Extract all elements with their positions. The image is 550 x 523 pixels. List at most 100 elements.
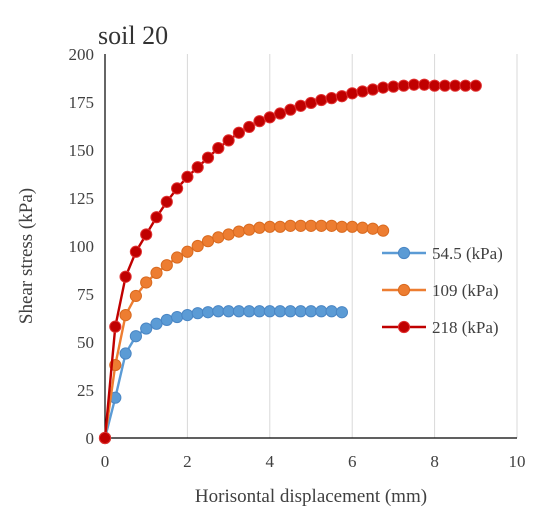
data-point [449, 79, 462, 92]
y-tick-label: 175 [69, 93, 95, 112]
legend-entry: 218 (kPa) [382, 318, 499, 337]
data-point [294, 99, 307, 112]
data-point [150, 317, 163, 330]
x-tick-label: 0 [101, 452, 110, 471]
data-point [191, 307, 204, 320]
data-point [212, 231, 225, 244]
x-tick-label: 2 [183, 452, 192, 471]
data-point [201, 306, 215, 319]
data-point [418, 78, 431, 91]
data-point [253, 115, 266, 128]
data-point [222, 305, 235, 318]
data-point [129, 245, 142, 258]
data-point [181, 170, 194, 183]
data-point [304, 96, 318, 110]
data-point [222, 134, 235, 147]
data-point [140, 228, 153, 241]
data-point [191, 239, 204, 253]
x-tick-label: 8 [430, 452, 439, 471]
y-tick-label: 150 [69, 141, 95, 160]
data-point [377, 81, 390, 94]
data-point [140, 276, 153, 289]
data-point [294, 305, 307, 318]
legend-label: 54.5 (kPa) [432, 244, 503, 263]
data-point [232, 225, 245, 238]
data-point [253, 305, 266, 318]
series-2 [98, 219, 390, 445]
data-point [459, 79, 472, 92]
data-point [325, 305, 338, 318]
x-tick-label: 10 [509, 452, 526, 471]
data-point [201, 235, 215, 248]
data-point [366, 83, 379, 96]
data-point [222, 228, 235, 241]
x-axis-label: Horisontal displacement (mm) [195, 486, 427, 507]
data-point [325, 92, 338, 105]
data-point [150, 211, 163, 224]
data-point [119, 270, 132, 283]
x-tick-label: 6 [348, 452, 357, 471]
data-point [119, 347, 132, 360]
data-point [119, 309, 132, 322]
data-point [377, 224, 390, 237]
legend-label: 109 (kPa) [432, 281, 499, 300]
data-point [109, 320, 122, 333]
series-1 [98, 305, 348, 445]
data-point [243, 120, 256, 134]
data-point [387, 80, 400, 93]
legend-marker [397, 283, 411, 297]
data-point [243, 305, 256, 318]
y-tick-label: 50 [77, 333, 94, 352]
data-point [294, 219, 307, 232]
y-tick-label: 75 [77, 285, 94, 304]
data-point [356, 85, 369, 98]
y-tick-label: 0 [86, 429, 95, 448]
data-point [98, 431, 112, 445]
axes [104, 54, 517, 439]
legend-entry: 54.5 (kPa) [382, 244, 503, 263]
y-tick-label: 200 [69, 45, 95, 64]
data-point [232, 126, 245, 139]
data-point [191, 161, 204, 174]
data-point [212, 305, 225, 318]
data-point [304, 219, 318, 232]
data-point [315, 305, 328, 318]
data-point [335, 306, 348, 319]
data-point [366, 222, 379, 235]
legend: 54.5 (kPa) 109 (kPa) 218 (kPa) [382, 244, 503, 337]
data-point [171, 251, 184, 264]
data-point [263, 305, 276, 318]
data-point [150, 266, 163, 279]
data-point [232, 305, 245, 318]
data-point [160, 313, 173, 327]
data-point [171, 310, 184, 324]
data-point [140, 322, 153, 335]
data-point [129, 330, 142, 343]
data-point [160, 259, 173, 272]
data-point [181, 309, 194, 322]
legend-entry: 109 (kPa) [382, 281, 499, 300]
data-point [263, 220, 276, 233]
chart-title: soil 20 [98, 21, 168, 50]
data-point [263, 111, 276, 124]
y-axis-label: Shear stress (kPa) [16, 188, 37, 324]
y-tick-label: 25 [77, 381, 94, 400]
data-point [129, 289, 142, 303]
y-tick-label: 125 [69, 189, 95, 208]
data-point [325, 219, 338, 232]
data-point [356, 221, 369, 234]
series-3 [98, 78, 482, 445]
legend-marker [397, 246, 411, 260]
data-point [335, 90, 348, 103]
x-tick-label: 4 [266, 452, 275, 471]
data-point [315, 93, 328, 107]
legend-marker [397, 320, 411, 334]
data-point [171, 182, 184, 195]
data-point [274, 305, 287, 318]
data-point [243, 223, 256, 236]
data-point [304, 305, 318, 318]
data-point [346, 87, 359, 100]
data-point [335, 220, 348, 233]
